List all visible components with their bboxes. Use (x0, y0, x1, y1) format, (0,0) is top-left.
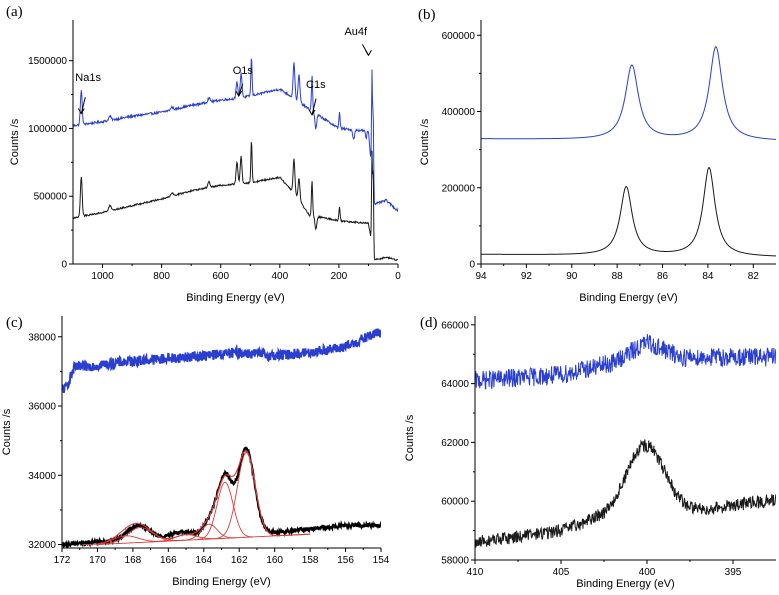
fit-component-1 (96, 527, 184, 545)
panel-label-b: (b) (418, 7, 436, 23)
annotation-c1s: C1s (306, 79, 326, 91)
y-tick-label-b: 400000 (442, 107, 476, 118)
x-axis-title-c: Binding Energy (eV) (172, 576, 270, 588)
x-axis-title-a: Binding Energy (eV) (186, 292, 284, 304)
panel-label-d: (d) (420, 315, 438, 331)
x-tick-label-b: 82 (748, 271, 760, 282)
x-tick-label-c: 170 (89, 555, 106, 566)
y-axis-title-d: Counts /s (404, 414, 416, 461)
series-top-b (481, 46, 776, 140)
y-tick-label-d: 66000 (441, 320, 469, 331)
fit-component-3 (181, 523, 238, 541)
series-top-a (73, 58, 398, 213)
y-tick-label-d: 60000 (441, 497, 469, 508)
y-tick-label-d: 64000 (441, 379, 469, 390)
x-tick-label-d: 395 (725, 567, 742, 578)
y-tick-label-b: 0 (469, 260, 475, 271)
panel-a: (a) 1000 800 600 400 200 0 0 500000 1000000 150000… (6, 4, 401, 304)
panel-label-a: (a) (6, 4, 23, 20)
y-tick-label-d: 62000 (441, 438, 469, 449)
x-axis-title-d: Binding Energy (eV) (576, 578, 674, 590)
y-tick-label-a: 1500000 (28, 56, 67, 67)
x-tick-label-a: 400 (271, 271, 288, 282)
y-tick-label-a: 500000 (34, 192, 68, 203)
x-tick-label-c: 172 (54, 555, 71, 566)
panel-d: (d) 410 405 400 395 58000 60000 62000 64000 66000… (404, 315, 776, 590)
x-tick-label-a: 200 (331, 271, 348, 282)
x-tick-label-c: 154 (373, 555, 390, 566)
x-tick-label-a: 1000 (91, 271, 114, 282)
annotation-au4f: Au4f (344, 26, 368, 38)
series-bottom-b (481, 166, 776, 257)
x-tick-label-b: 88 (612, 271, 624, 282)
fit-component-5 (215, 451, 278, 540)
x-tick-label-c: 162 (231, 555, 248, 566)
y-tick-label-b: 200000 (442, 183, 476, 194)
y-tick-label-a: 0 (61, 260, 67, 271)
annotation-arrow (311, 98, 317, 116)
y-axis-title-a: Counts /s (9, 118, 21, 165)
y-tick-label-c: 38000 (28, 332, 56, 343)
panel-label-c: (c) (6, 315, 23, 331)
x-tick-label-c: 160 (266, 555, 283, 566)
annotation-arrowhead (365, 49, 372, 57)
annotation-na1s: Na1s (75, 72, 101, 84)
y-tick-label-c: 34000 (28, 471, 56, 482)
series-top-d (475, 334, 776, 390)
x-tick-label-d: 400 (639, 567, 656, 578)
x-tick-label-b: 90 (566, 271, 578, 282)
series-bottom-c (62, 445, 381, 548)
x-tick-label-c: 156 (337, 555, 354, 566)
y-axis-title-b: Counts /s (419, 118, 431, 165)
x-tick-label-b: 94 (475, 271, 487, 282)
y-tick-label-d: 58000 (441, 556, 469, 567)
x-tick-label-b: 84 (702, 271, 714, 282)
panel-b: (b) 94 92 90 88 86 84 82 0 200000 400000 600000 Bind… (418, 7, 776, 304)
x-tick-label-b: 86 (657, 271, 669, 282)
x-tick-label-c: 164 (195, 555, 212, 566)
annotation-arrowhead (77, 108, 85, 115)
x-tick-label-a: 600 (212, 271, 229, 282)
annotation-arrowhead (308, 109, 316, 116)
x-tick-label-d: 410 (467, 567, 484, 578)
x-tick-label-c: 158 (302, 555, 319, 566)
y-tick-label-b: 600000 (442, 31, 476, 42)
annotation-arrow (80, 97, 86, 114)
fit-component-4 (197, 481, 253, 540)
annotation-o1s: O1s (233, 65, 254, 77)
series-top-c (62, 328, 381, 394)
y-tick-label-c: 32000 (28, 540, 56, 551)
y-tick-label-c: 36000 (28, 402, 56, 413)
y-axis-title-c: Counts /s (1, 408, 13, 455)
series-bottom-a (73, 142, 398, 262)
y-tick-label-a: 1000000 (28, 124, 67, 135)
fit-envelope (97, 450, 311, 545)
x-tick-label-b: 92 (521, 271, 533, 282)
x-tick-label-c: 166 (160, 555, 177, 566)
annotation-arrowhead (235, 90, 243, 97)
x-axis-title-b: Binding Energy (eV) (579, 292, 677, 304)
x-tick-label-a: 0 (395, 271, 401, 282)
series-bottom-d (475, 439, 776, 548)
panel-c: (c) 172 170 168 166 164 162 160 158 156 154 32000 34… (1, 315, 390, 588)
x-tick-label-d: 405 (553, 567, 570, 578)
x-tick-label-a: 800 (153, 271, 170, 282)
x-tick-label-c: 168 (125, 555, 142, 566)
